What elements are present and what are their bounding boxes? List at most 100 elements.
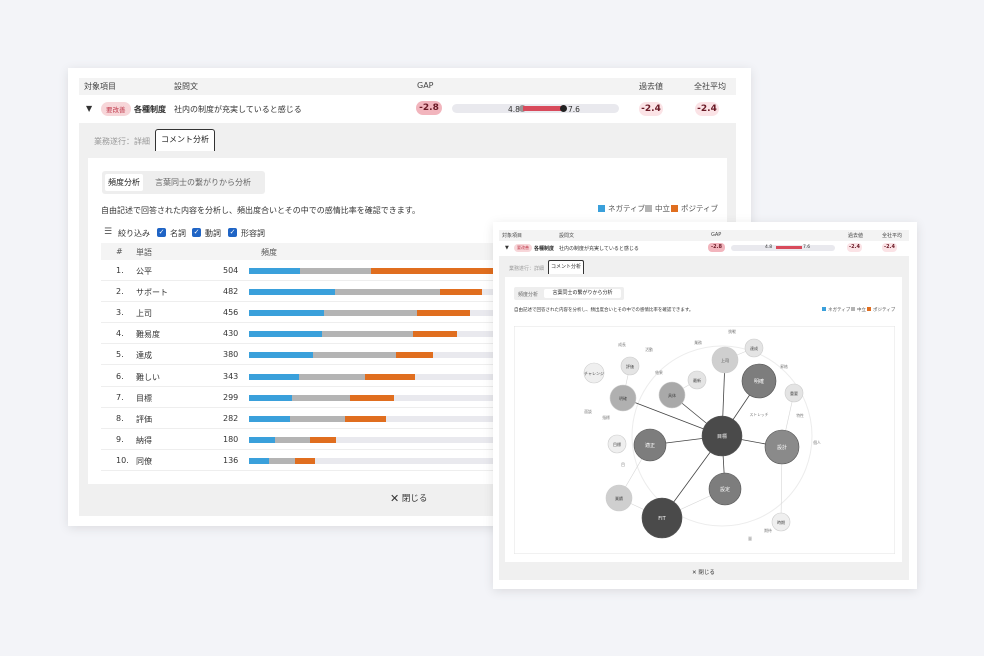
graph-node[interactable]: [701, 415, 743, 457]
frequency-bar: [249, 394, 573, 401]
graph-node[interactable]: [658, 381, 686, 409]
close-button[interactable]: ✕ 閉じる: [692, 568, 715, 576]
graph-word-label: 期待: [764, 528, 772, 533]
description-text: 自由記述で回答された内容を分析し、頻出度合いとその中での感情比率を確認できます。: [514, 308, 694, 313]
graph-node-label: FIT: [658, 516, 666, 522]
subtab-frequency[interactable]: 頻度分析: [105, 174, 143, 191]
frequency-bar: [249, 310, 573, 317]
positive-segment: [396, 352, 433, 359]
tab-comment-analysis[interactable]: コメント分析: [155, 129, 215, 151]
frequency-bar: [249, 415, 573, 422]
frequency-bar: [249, 352, 573, 359]
negative-segment: [249, 289, 336, 296]
close-label: 閉じる: [698, 570, 715, 576]
negative-segment: [249, 331, 322, 338]
checkbox-verb[interactable]: ✓: [192, 228, 201, 237]
graph-word-label: 成長: [618, 342, 626, 347]
close-icon: ✕: [692, 570, 697, 576]
row-number: 1.: [116, 266, 124, 275]
tab-comment-analysis[interactable]: コメント分析: [548, 260, 584, 274]
table-row: 5. 達成 380: [101, 344, 573, 366]
item-name: 各種制度: [134, 105, 166, 114]
graph-node-label: 設定: [720, 486, 730, 493]
graph-node[interactable]: [609, 384, 637, 412]
past-value-badge: -2.4: [639, 102, 663, 116]
positive-segment: [440, 289, 483, 296]
negative-segment: [249, 373, 299, 380]
filter-icon[interactable]: ☰: [104, 227, 113, 237]
analysis-mode-switch: 頻度分析 言葉同士の繋がりから分析: [102, 171, 265, 194]
word-table-header: # 単語 頻度: [101, 243, 501, 260]
subtab-word-network[interactable]: 言葉同士の繋がりから分析: [155, 178, 251, 187]
graph-node[interactable]: [744, 338, 764, 358]
row-count: 380: [223, 350, 239, 360]
positive-segment: [295, 457, 315, 464]
table-row: 2. サポート 482: [101, 281, 573, 303]
row-count: 136: [223, 455, 239, 465]
positive-segment: [350, 394, 394, 401]
negative-segment: [249, 436, 276, 443]
table-row: 6. 難しい 343: [101, 366, 573, 387]
row-number: 9.: [116, 434, 124, 444]
col-word-header: 単語: [136, 248, 152, 257]
graph-node[interactable]: [764, 429, 800, 465]
tab-detail[interactable]: 業務遂行：詳細: [509, 266, 545, 272]
graph-word-label: 指標: [602, 415, 610, 420]
negative-segment: [249, 415, 290, 422]
graph-node[interactable]: [633, 428, 667, 462]
graph-node[interactable]: [784, 383, 804, 403]
graph-node-label: 達成: [750, 345, 758, 351]
frequency-bar: [249, 457, 573, 464]
col-freq-header: 頻度: [261, 248, 277, 257]
graph-word-label: 面談: [584, 409, 592, 414]
table-row: 8. 評価 282: [101, 408, 573, 429]
legend-positive: ポジティブ: [867, 307, 895, 313]
row-number: 4.: [116, 329, 124, 339]
gap-to-dot: [560, 105, 567, 112]
checkbox-noun[interactable]: ✓: [157, 228, 166, 237]
graph-node[interactable]: [641, 497, 683, 539]
gap-from-value: 4.8: [508, 105, 520, 114]
graph-node[interactable]: [741, 363, 777, 399]
table-row: 3. 上司 456: [101, 302, 573, 324]
table-row: 4. 難易度 430: [101, 323, 573, 345]
status-tag: 要改善: [101, 102, 131, 116]
table-header: 対象項目 設問文 GAP 過去値 全社平均: [79, 78, 736, 95]
neutral-segment: [335, 289, 441, 296]
negative-swatch: [822, 307, 826, 311]
row-word: 難易度: [136, 330, 160, 340]
negative-segment: [249, 310, 325, 317]
collapse-caret-icon[interactable]: ▼: [86, 104, 93, 113]
word-network-graph[interactable]: 目標FIT上司明確具体明確適正設定設計評価業績達成重要最新チャレンジ目標時期挑戦…: [514, 326, 895, 554]
graph-node[interactable]: [708, 472, 742, 506]
graph-node-label: 目標: [613, 441, 621, 447]
collapse-caret-icon[interactable]: ▼: [505, 245, 509, 251]
col-past-header: 過去値: [848, 233, 864, 239]
row-count: 456: [223, 308, 239, 318]
tab-detail[interactable]: 業務遂行：詳細: [94, 137, 150, 146]
gap-to-value: 7.6: [803, 245, 811, 250]
graph-node[interactable]: [687, 370, 707, 390]
subtab-word-network[interactable]: 言葉同士の繋がりから分析: [544, 289, 621, 298]
filter-label: 絞り込み: [118, 229, 150, 238]
question-text: 社内の制度が充実していると感じる: [559, 246, 639, 252]
neutral-segment: [300, 268, 371, 274]
graph-word-label: 昇格: [780, 364, 788, 369]
subtab-frequency[interactable]: 頻度分析: [518, 292, 539, 298]
graph-node[interactable]: [771, 512, 791, 532]
gap-from-dot: [519, 105, 526, 112]
graph-node[interactable]: [605, 484, 633, 512]
graph-word-label: 量: [748, 536, 752, 541]
graph-node[interactable]: [711, 346, 739, 374]
neutral-segment: [268, 457, 296, 464]
row-word: 納得: [136, 435, 152, 445]
graph-node-label: 重要: [790, 390, 798, 396]
graph-node[interactable]: [583, 362, 605, 384]
positive-swatch: [867, 307, 871, 311]
close-button[interactable]: ✕ 閉じる: [390, 492, 427, 505]
graph-node[interactable]: [607, 434, 627, 454]
row-word: 評価: [136, 414, 152, 424]
graph-node[interactable]: [620, 356, 640, 376]
row-number: 7.: [116, 392, 124, 402]
checkbox-adjective[interactable]: ✓: [228, 228, 237, 237]
